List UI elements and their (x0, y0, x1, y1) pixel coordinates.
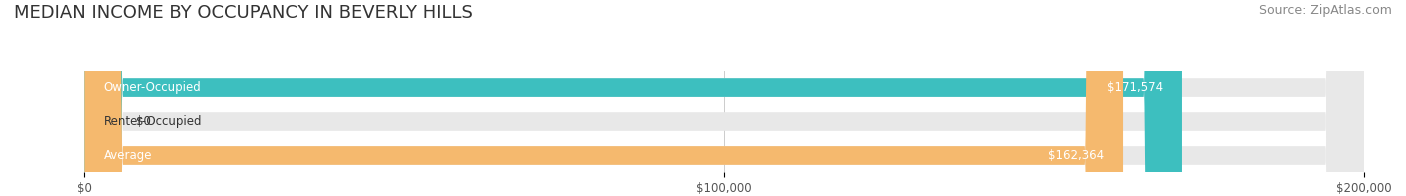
FancyBboxPatch shape (84, 0, 1364, 196)
Text: Source: ZipAtlas.com: Source: ZipAtlas.com (1258, 4, 1392, 17)
Text: $162,364: $162,364 (1047, 149, 1104, 162)
Text: Owner-Occupied: Owner-Occupied (104, 81, 201, 94)
FancyBboxPatch shape (84, 0, 1364, 196)
FancyBboxPatch shape (84, 0, 1123, 196)
Text: Average: Average (104, 149, 152, 162)
Text: Renter-Occupied: Renter-Occupied (104, 115, 202, 128)
FancyBboxPatch shape (84, 0, 1182, 196)
FancyBboxPatch shape (84, 0, 1364, 196)
Text: MEDIAN INCOME BY OCCUPANCY IN BEVERLY HILLS: MEDIAN INCOME BY OCCUPANCY IN BEVERLY HI… (14, 4, 472, 22)
Text: $0: $0 (135, 115, 150, 128)
Text: $171,574: $171,574 (1107, 81, 1163, 94)
